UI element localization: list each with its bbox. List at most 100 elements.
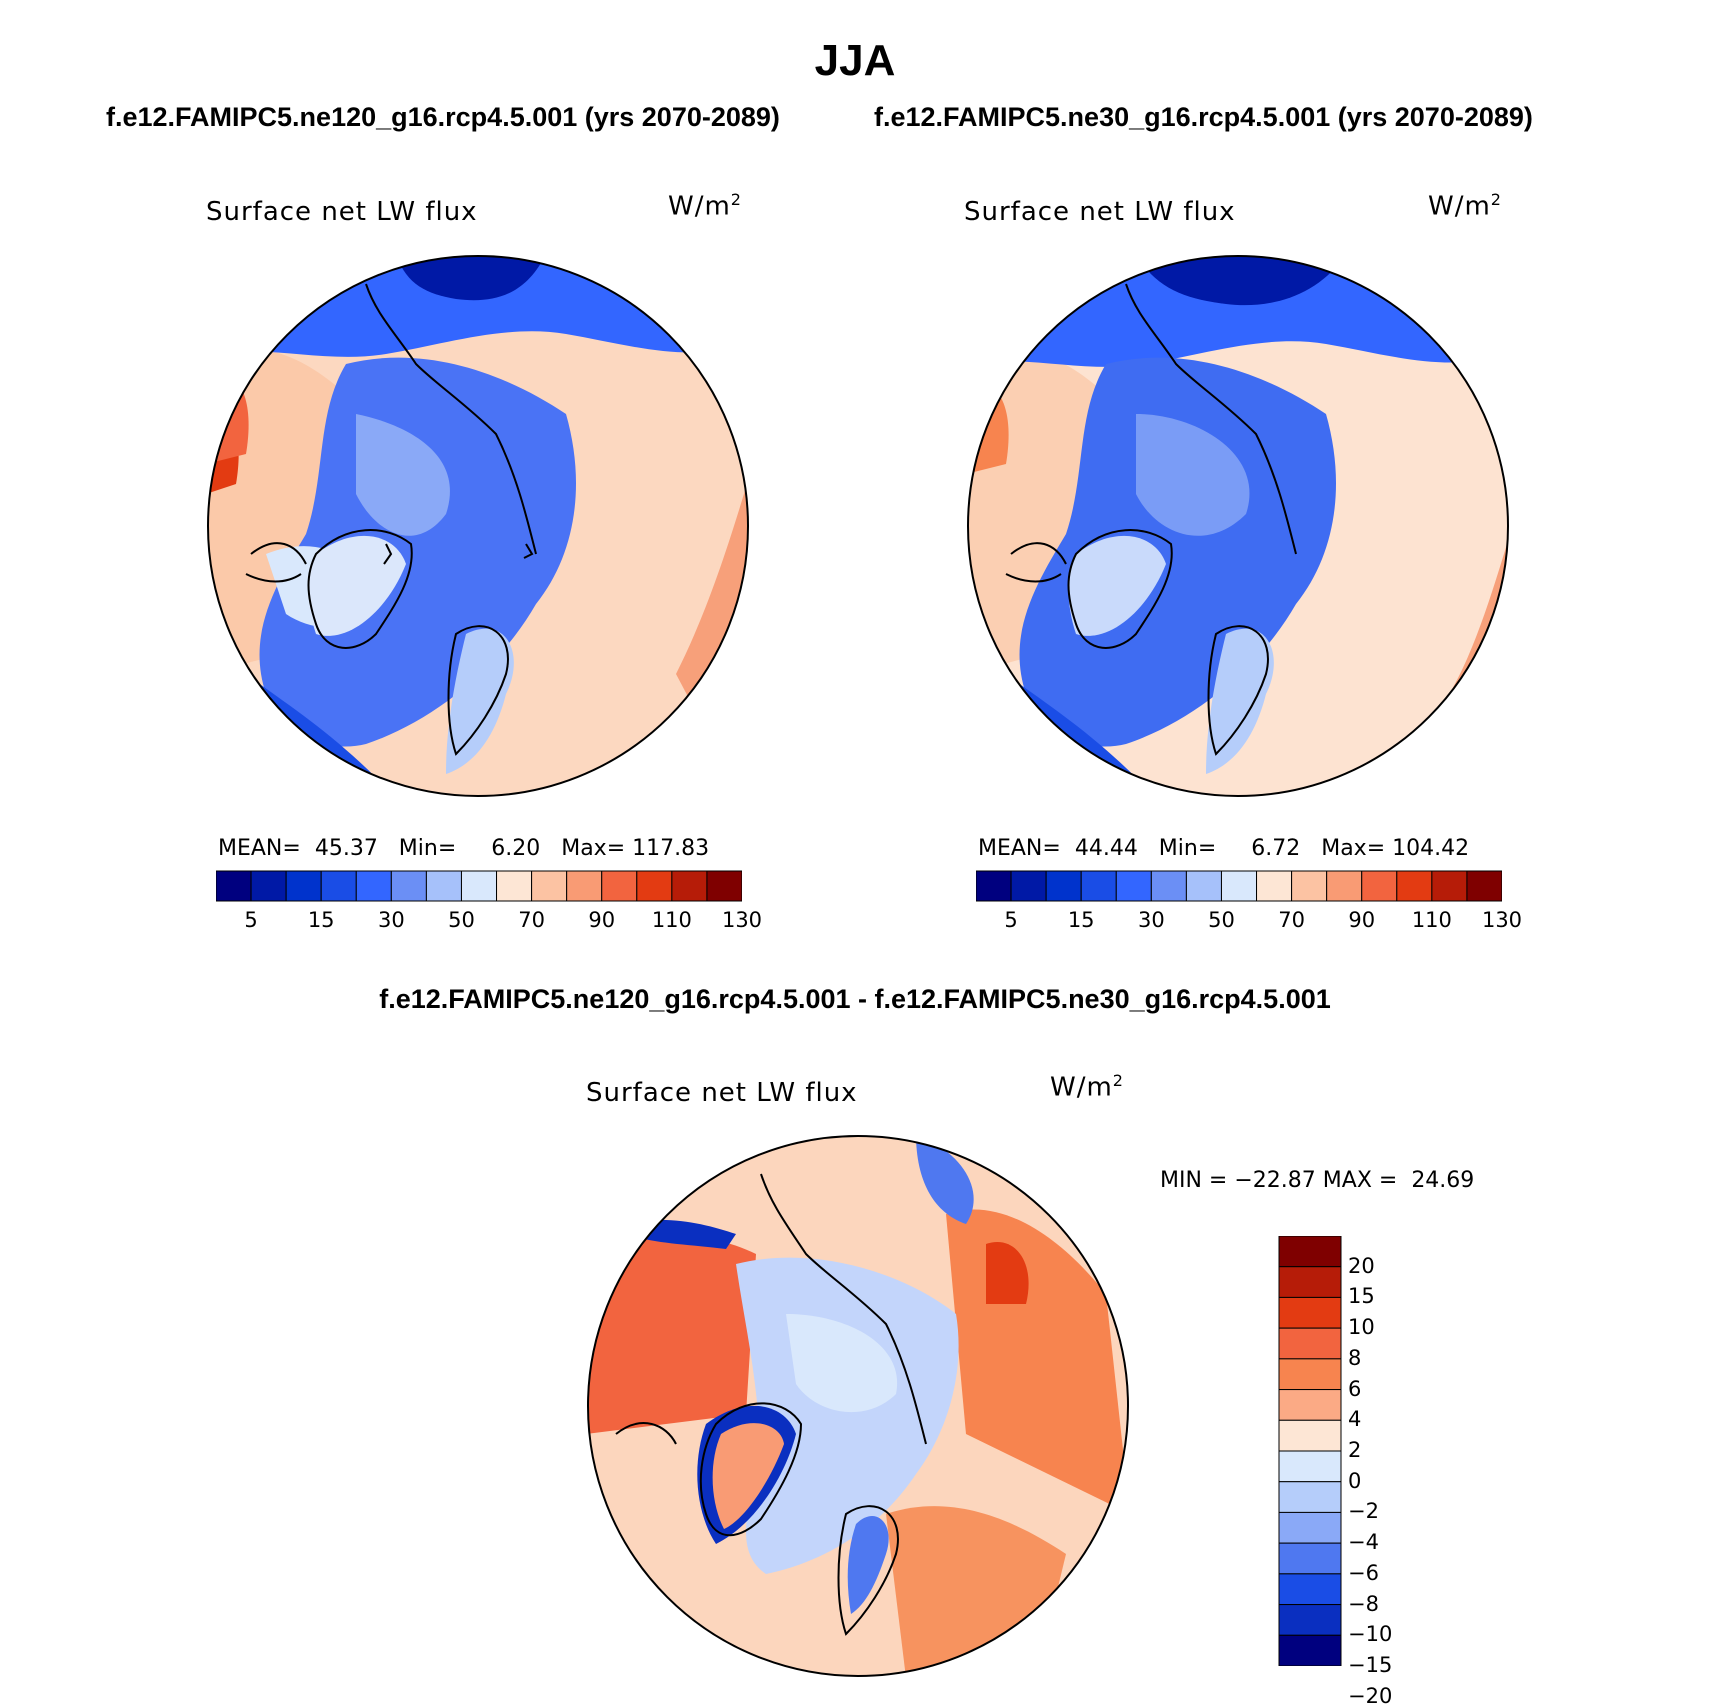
colorbar-tick-label: −20 <box>1348 1683 1393 1708</box>
pacific-min <box>396 256 546 301</box>
colorbar-tick-label: 5 <box>244 908 258 932</box>
colorbar-tick-label: 130 <box>1481 908 1523 932</box>
panel3-colorbar-ticks: 20 15 10 8 6 4 2 0 −2 −4 −6 −8 −10 −15 −20 <box>1348 1236 1428 1708</box>
colorbar-tick-label: 50 <box>1208 908 1235 932</box>
colorbar-swatch <box>1220 870 1258 902</box>
scandinavia <box>1206 628 1274 774</box>
greenland-ice <box>308 535 406 636</box>
map-boundary <box>967 255 1509 797</box>
colorbar-swatch <box>390 870 427 902</box>
subtitle-right: f.e12.FAMIPC5.ne30_g16.rcp4.5.001 (yrs 2… <box>874 102 1533 132</box>
main-title: JJA <box>814 36 896 85</box>
colorbar-swatch <box>1278 1389 1342 1421</box>
colorbar-swatch <box>1278 1511 1342 1544</box>
coastlines <box>1005 283 1297 756</box>
colorbar-swatch <box>1361 870 1398 902</box>
colorbar-tick-label: 8 <box>1348 1345 1362 1370</box>
na-positive <box>588 1233 756 1434</box>
colorbar-swatch <box>1466 870 1502 902</box>
colorbar-swatch <box>1115 870 1152 902</box>
colorbar-swatch <box>706 870 742 902</box>
colorbar-swatch <box>1185 870 1222 902</box>
siberia-max <box>986 1242 1029 1304</box>
colorbar-tick-label: 6 <box>1348 1376 1362 1401</box>
colorbar-swatch <box>531 870 568 902</box>
colorbar-tick-label: 15 <box>1348 1284 1375 1309</box>
colorbar-tick-label: 30 <box>377 908 405 932</box>
colorbar-tick-label: −10 <box>1348 1622 1393 1647</box>
panel2-polar-map <box>967 255 1509 797</box>
panel3-colorbar <box>1278 1236 1342 1666</box>
colorbar-swatch <box>1150 870 1187 902</box>
alaska-hot <box>208 372 249 464</box>
colorbar-swatch <box>671 870 708 902</box>
map-boundary <box>207 255 749 797</box>
colorbar-swatch <box>1080 870 1117 902</box>
colorbar-swatch <box>1431 870 1468 902</box>
central-neutral <box>786 1314 898 1413</box>
colorbar-tick-label: 0 <box>1348 1468 1362 1493</box>
panel1-stats: MEAN= 45.37 Min= 6.20 Max= 117.83 <box>218 836 710 861</box>
colorbar-swatch <box>1045 870 1082 902</box>
colorbar-tick-label: 20 <box>1348 1253 1375 1278</box>
colorbar-tick-label: 110 <box>1411 908 1452 932</box>
colorbar-swatch <box>1278 1604 1342 1636</box>
panel3-stats: MIN = −22.87 MAX = 24.69 <box>1160 1168 1475 1193</box>
difference-title: f.e12.FAMIPC5.ne120_g16.rcp4.5.001 - f.e… <box>379 984 1331 1014</box>
colorbar-swatch <box>1278 1419 1342 1452</box>
scandinavia-negative <box>847 1515 889 1614</box>
colorbar-swatch <box>1278 1236 1342 1268</box>
colorbar-swatch <box>1256 870 1293 902</box>
colorbar-swatch <box>1278 1573 1342 1606</box>
panel3-polar-map <box>587 1135 1129 1677</box>
colorbar-tick-label: −15 <box>1348 1653 1393 1677</box>
colorbar-tick-label: 15 <box>307 908 335 932</box>
colorbar-tick-label: 5 <box>1004 908 1018 932</box>
panel2-stats: MEAN= 44.44 Min= 6.72 Max= 104.42 <box>978 836 1470 861</box>
panel2-colorbar <box>976 870 1502 902</box>
colorbar-swatch <box>1396 870 1433 902</box>
colorbar-tick-label: 110 <box>651 908 692 932</box>
colorbar-swatch <box>976 870 1012 902</box>
colorbar-tick-label: −6 <box>1348 1560 1379 1585</box>
colorbar-tick-label: 10 <box>1348 1315 1375 1340</box>
colorbar-swatch <box>285 870 322 902</box>
panel3-variable-label: Surface net LW flux <box>586 1078 858 1108</box>
colorbar-swatch <box>216 870 252 902</box>
greenland-ice <box>1068 535 1166 636</box>
colorbar-swatch <box>250 870 287 902</box>
colorbar-tick-label: 2 <box>1348 1438 1362 1462</box>
panel2-colorbar-ticks: 5 15 30 50 70 90 110 130 <box>976 908 1522 936</box>
colorbar-swatch <box>1278 1358 1342 1391</box>
colorbar-swatch <box>425 870 462 902</box>
subtitle-left: f.e12.FAMIPC5.ne120_g16.rcp4.5.001 (yrs … <box>106 102 780 132</box>
greenland-interior <box>712 1423 784 1529</box>
central-arctic <box>1136 414 1250 536</box>
panel2-variable-label: Surface net LW flux <box>964 197 1236 227</box>
colorbar-tick-label: −2 <box>1348 1499 1379 1524</box>
colorbar-swatch <box>1326 870 1363 902</box>
colorbar-tick-label: 130 <box>721 908 763 932</box>
colorbar-swatch <box>566 870 603 902</box>
panel2-units-label: W/m2 <box>1428 190 1502 222</box>
colorbar-tick-label: 15 <box>1067 908 1095 932</box>
panel1-polar-map <box>207 255 749 797</box>
colorbar-tick-label: 4 <box>1348 1407 1362 1432</box>
colorbar-swatch <box>355 870 392 902</box>
colorbar-swatch <box>1278 1450 1342 1483</box>
colorbar-tick-label: 50 <box>448 908 475 932</box>
coastlines <box>245 283 537 756</box>
colorbar-swatch <box>1278 1634 1342 1666</box>
colorbar-swatch <box>601 870 638 902</box>
colorbar-swatch <box>1278 1296 1342 1329</box>
colorbar-swatch <box>1278 1327 1342 1360</box>
scandinavia <box>446 628 514 774</box>
colorbar-swatch <box>320 870 357 902</box>
colorbar-tick-label: 90 <box>588 908 616 932</box>
panel1-units-label: W/m2 <box>668 190 742 222</box>
bering-negative <box>916 1136 974 1224</box>
colorbar-swatch <box>1278 1266 1342 1298</box>
colorbar-swatch <box>460 870 498 902</box>
panel1-variable-label: Surface net LW flux <box>206 197 478 227</box>
colorbar-swatch <box>636 870 673 902</box>
